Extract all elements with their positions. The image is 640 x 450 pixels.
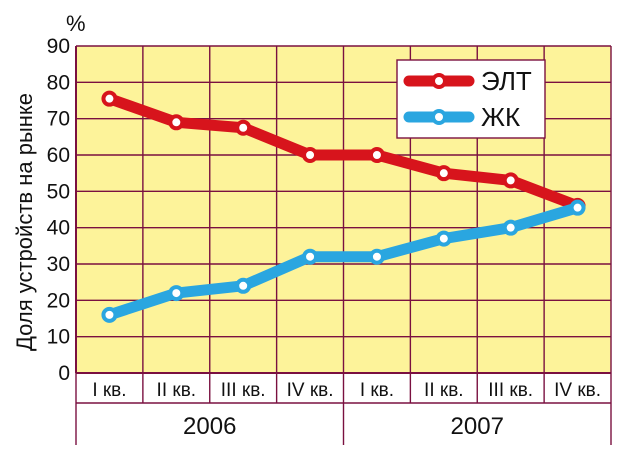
x-tick-label: II кв.: [424, 380, 464, 401]
legend-marker: [431, 109, 447, 125]
data-point: [502, 219, 519, 236]
data-point: [368, 147, 385, 163]
category-labels: I кв. II кв. III кв. IV кв. I кв. II кв. III к…: [92, 380, 601, 440]
legend-label: ЭЛТ: [481, 66, 532, 96]
y-tick-label: 30: [47, 253, 70, 276]
year-label: 2007: [451, 413, 504, 440]
y-tick-label: 60: [47, 144, 70, 167]
series-line-2: [103, 202, 584, 321]
y-axis-title: Доля устройств на рынке: [12, 93, 37, 351]
data-point: [302, 147, 319, 163]
data-point: [435, 230, 452, 247]
y-tick-labels: 0 10 20 30 40 50 60 70 80 90: [47, 35, 70, 385]
x-tick-label: I кв.: [360, 380, 394, 401]
series-lines: [101, 90, 586, 323]
y-tick-label: 80: [47, 71, 70, 94]
y-tick-label: 0: [58, 362, 70, 385]
data-point: [101, 306, 118, 323]
y-unit-label: %: [66, 11, 86, 36]
data-point: [235, 277, 252, 294]
data-point: [368, 248, 385, 265]
x-tick-label: IV кв.: [554, 380, 601, 401]
x-tick-label: II кв.: [157, 380, 197, 401]
y-tick-label: 90: [47, 35, 70, 58]
legend: ЭЛТ ЖК: [396, 59, 546, 139]
y-tick-label: 20: [47, 289, 70, 312]
data-point: [302, 248, 319, 265]
legend-marker: [431, 73, 447, 89]
y-tick-label: 40: [47, 217, 70, 240]
legend-label: ЖК: [481, 102, 520, 132]
data-point: [502, 172, 519, 189]
data-point: [168, 285, 185, 302]
y-tick-label: 70: [47, 108, 70, 131]
data-point: [435, 165, 452, 182]
year-label: 2006: [183, 413, 236, 440]
data-point: [168, 114, 185, 131]
x-tick-label: III кв.: [221, 380, 266, 401]
series-line-1: [103, 93, 584, 212]
data-point: [235, 119, 252, 136]
data-point: [569, 199, 586, 216]
y-tick-label: 50: [47, 180, 70, 203]
x-tick-label: IV кв.: [287, 380, 334, 401]
x-tick-label: III кв.: [488, 380, 533, 401]
y-tick-label: 10: [47, 326, 70, 349]
x-tick-label: I кв.: [92, 380, 126, 401]
data-point: [101, 90, 118, 107]
legend-box: [396, 59, 546, 139]
